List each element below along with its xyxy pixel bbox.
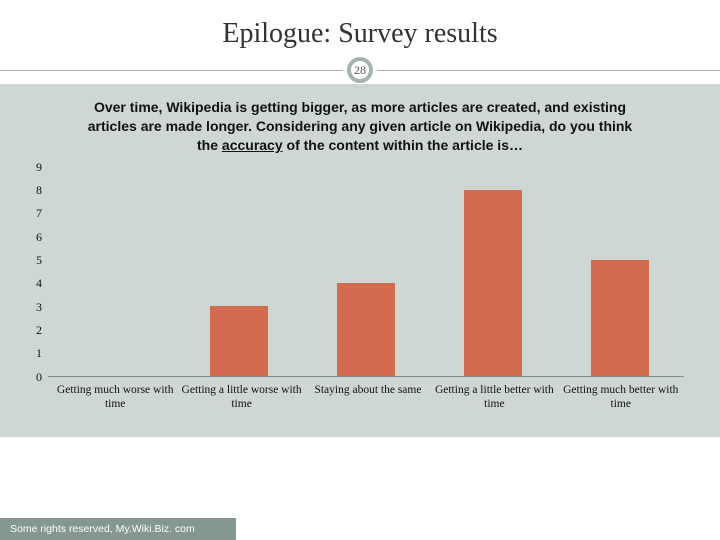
rule-right (377, 70, 720, 71)
x-axis-labels: Getting much worse with timeGetting a li… (36, 383, 684, 412)
x-label: Staying about the same (305, 383, 431, 412)
plot-area (48, 167, 684, 377)
bar-slot (175, 167, 302, 376)
bar (210, 306, 268, 376)
chart-title-suffix: of the content within the article is… (283, 137, 523, 153)
x-label: Getting much better with time (558, 383, 684, 412)
x-label: Getting a little better with time (431, 383, 557, 412)
rule-left (0, 70, 343, 71)
bar-slot (557, 167, 684, 376)
bar (337, 283, 395, 376)
bar (464, 190, 522, 376)
y-axis: 0123456789 (36, 167, 48, 377)
x-label: Getting a little worse with time (178, 383, 304, 412)
bar-slot (430, 167, 557, 376)
chart-title-underlined: accuracy (222, 137, 283, 153)
footer-credit: Some rights reserved, My.Wiki.Biz. com (0, 518, 236, 540)
chart-title: Over time, Wikipedia is getting bigger, … (80, 98, 640, 155)
x-label: Getting much worse with time (52, 383, 178, 412)
bars-container (48, 167, 684, 376)
bar-slot (48, 167, 175, 376)
bar (591, 260, 649, 376)
chart-band: Over time, Wikipedia is getting bigger, … (0, 84, 720, 437)
slide-title: Epilogue: Survey results (0, 0, 720, 56)
bar-slot (302, 167, 429, 376)
slide-number-badge: 28 (347, 57, 373, 83)
title-rule: 28 (0, 56, 720, 84)
chart-wrap: 0123456789 (36, 167, 684, 377)
